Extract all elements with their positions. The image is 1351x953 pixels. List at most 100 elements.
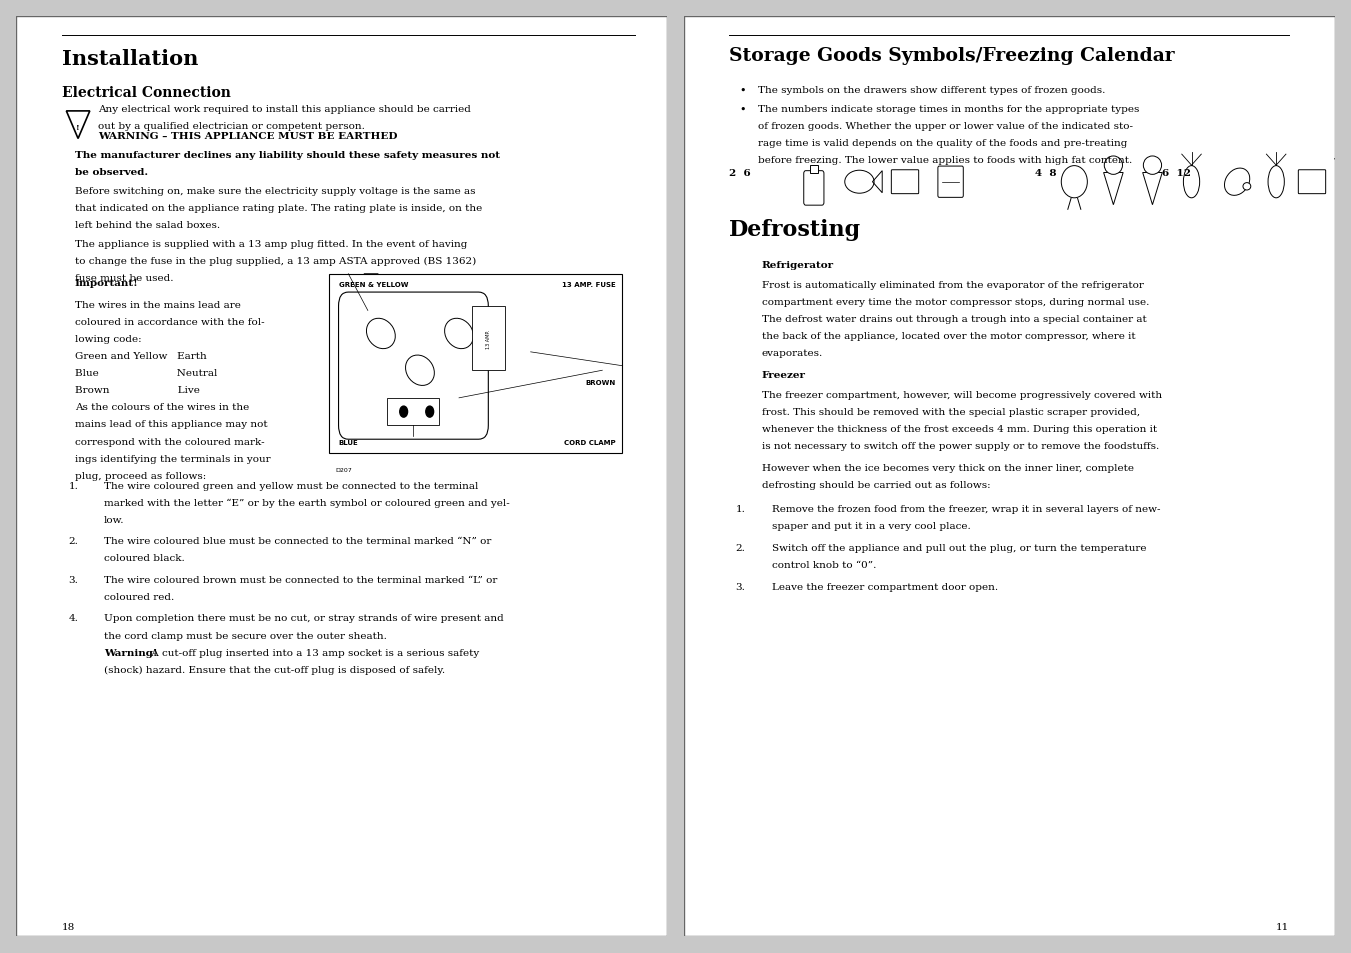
- Text: However when the ice becomes very thick on the inner liner, complete: However when the ice becomes very thick …: [762, 463, 1133, 473]
- Text: before freezing. The lower value applies to foods with high fat content.: before freezing. The lower value applies…: [758, 155, 1132, 165]
- FancyBboxPatch shape: [938, 167, 963, 198]
- Text: 2.: 2.: [736, 543, 746, 553]
- Text: 4  8: 4 8: [1035, 169, 1056, 177]
- Text: The wire coloured blue must be connected to the terminal marked “N” or: The wire coloured blue must be connected…: [104, 537, 492, 546]
- Ellipse shape: [444, 319, 473, 350]
- Ellipse shape: [1183, 167, 1200, 198]
- Text: The numbers indicate storage times in months for the appropriate types: The numbers indicate storage times in mo…: [758, 105, 1140, 113]
- Text: CORD CLAMP: CORD CLAMP: [563, 439, 615, 446]
- Text: 3.: 3.: [69, 576, 78, 584]
- Text: fuse must be used.: fuse must be used.: [74, 274, 173, 282]
- Text: of frozen goods. Whether the upper or lower value of the indicated sto-: of frozen goods. Whether the upper or lo…: [758, 121, 1133, 131]
- Text: 2.: 2.: [69, 537, 78, 546]
- FancyBboxPatch shape: [16, 17, 667, 936]
- Text: Installation: Installation: [62, 50, 199, 70]
- Text: 1.: 1.: [736, 505, 746, 514]
- Text: The defrost water drains out through a trough into a special container at: The defrost water drains out through a t…: [762, 315, 1147, 324]
- Ellipse shape: [1243, 183, 1251, 191]
- Text: 13 AMP.: 13 AMP.: [486, 329, 490, 348]
- Text: 18: 18: [62, 923, 76, 931]
- Text: coloured black.: coloured black.: [104, 554, 185, 562]
- Text: marked with the letter “E” or by the earth symbol or coloured green and yel-: marked with the letter “E” or by the ear…: [104, 498, 509, 507]
- Text: Important!: Important!: [74, 279, 139, 288]
- Ellipse shape: [1062, 167, 1088, 198]
- Text: is not necessary to switch off the power supply or to remove the foodstuffs.: is not necessary to switch off the power…: [762, 442, 1159, 451]
- FancyBboxPatch shape: [1298, 171, 1325, 194]
- Text: lowing code:: lowing code:: [74, 335, 142, 344]
- Text: WARNING – THIS APPLIANCE MUST BE EARTHED: WARNING – THIS APPLIANCE MUST BE EARTHED: [97, 132, 397, 141]
- Ellipse shape: [1336, 169, 1351, 196]
- Ellipse shape: [1104, 157, 1123, 175]
- Ellipse shape: [1224, 169, 1250, 196]
- Text: 6  12: 6 12: [1162, 169, 1192, 177]
- Text: Leave the freezer compartment door open.: Leave the freezer compartment door open.: [771, 582, 997, 591]
- Text: Any electrical work required to install this appliance should be carried: Any electrical work required to install …: [97, 105, 470, 113]
- Text: ings identifying the terminals in your: ings identifying the terminals in your: [74, 454, 270, 463]
- Text: rage time is valid depends on the quality of the foods and pre-treating: rage time is valid depends on the qualit…: [758, 138, 1128, 148]
- Text: Before switching on, make sure the electricity supply voltage is the same as: Before switching on, make sure the elect…: [74, 187, 476, 196]
- Text: control knob to “0”.: control knob to “0”.: [771, 560, 875, 570]
- Text: mains lead of this appliance may not: mains lead of this appliance may not: [74, 420, 267, 429]
- Text: left behind the salad boxes.: left behind the salad boxes.: [74, 221, 220, 230]
- FancyBboxPatch shape: [684, 17, 1335, 936]
- Text: be observed.: be observed.: [74, 168, 149, 176]
- FancyBboxPatch shape: [328, 274, 621, 454]
- Text: the back of the appliance, located over the motor compressor, where it: the back of the appliance, located over …: [762, 332, 1135, 341]
- Text: correspond with the coloured mark-: correspond with the coloured mark-: [74, 437, 265, 446]
- Text: compartment every time the motor compressor stops, during normal use.: compartment every time the motor compres…: [762, 298, 1150, 307]
- Text: The wire coloured brown must be connected to the terminal marked “L” or: The wire coloured brown must be connecte…: [104, 576, 497, 584]
- Text: to change the fuse in the plug supplied, a 13 amp ASTA approved (BS 1362): to change the fuse in the plug supplied,…: [74, 256, 476, 266]
- Text: The wire coloured green and yellow must be connected to the terminal: The wire coloured green and yellow must …: [104, 481, 478, 490]
- Text: Refrigerator: Refrigerator: [762, 260, 834, 270]
- Text: Brown                     Live: Brown Live: [74, 386, 200, 395]
- Text: coloured red.: coloured red.: [104, 592, 174, 601]
- Text: •: •: [739, 86, 746, 96]
- Text: Remove the frozen food from the freezer, wrap it in several layers of new-: Remove the frozen food from the freezer,…: [771, 505, 1161, 514]
- Circle shape: [400, 407, 408, 417]
- FancyBboxPatch shape: [471, 307, 505, 371]
- Text: whenever the thickness of the frost exceeds 4 mm. During this operation it: whenever the thickness of the frost exce…: [762, 425, 1156, 434]
- Text: 13 AMP. FUSE: 13 AMP. FUSE: [562, 282, 615, 288]
- Text: Frost is automatically eliminated from the evaporator of the refrigerator: Frost is automatically eliminated from t…: [762, 281, 1144, 290]
- Text: Electrical Connection: Electrical Connection: [62, 86, 231, 100]
- Text: Green and Yellow   Earth: Green and Yellow Earth: [74, 352, 207, 361]
- Text: Blue                        Neutral: Blue Neutral: [74, 369, 218, 378]
- Text: the cord clamp must be secure over the outer sheath.: the cord clamp must be secure over the o…: [104, 631, 386, 639]
- Text: BROWN: BROWN: [585, 380, 615, 386]
- Text: GREEN & YELLOW: GREEN & YELLOW: [339, 282, 408, 288]
- Text: As the colours of the wires in the: As the colours of the wires in the: [74, 403, 249, 412]
- Text: 4.: 4.: [69, 614, 78, 623]
- Text: low.: low.: [104, 515, 124, 524]
- FancyBboxPatch shape: [339, 293, 488, 439]
- Text: coloured in accordance with the fol-: coloured in accordance with the fol-: [74, 318, 265, 327]
- FancyBboxPatch shape: [388, 398, 439, 426]
- FancyBboxPatch shape: [809, 166, 817, 174]
- Text: A cut-off plug inserted into a 13 amp socket is a serious safety: A cut-off plug inserted into a 13 amp so…: [149, 648, 480, 657]
- Text: that indicated on the appliance rating plate. The rating plate is inside, on the: that indicated on the appliance rating p…: [74, 204, 482, 213]
- Text: 3.: 3.: [736, 582, 746, 591]
- Text: 2  6: 2 6: [730, 169, 751, 177]
- Text: 11: 11: [1275, 923, 1289, 931]
- Text: Switch off the appliance and pull out the plug, or turn the temperature: Switch off the appliance and pull out th…: [771, 543, 1146, 553]
- Text: The symbols on the drawers show different types of frozen goods.: The symbols on the drawers show differen…: [758, 86, 1106, 95]
- Text: D207: D207: [335, 467, 353, 473]
- Text: Defrosting: Defrosting: [730, 219, 862, 241]
- Text: BLUE: BLUE: [339, 439, 358, 446]
- Ellipse shape: [1269, 167, 1285, 198]
- Text: (shock) hazard. Ensure that the cut-off plug is disposed of safely.: (shock) hazard. Ensure that the cut-off …: [104, 665, 446, 674]
- Text: •: •: [739, 105, 746, 114]
- Text: defrosting should be carried out as follows:: defrosting should be carried out as foll…: [762, 480, 990, 490]
- Text: plug, proceed as follows:: plug, proceed as follows:: [74, 471, 207, 480]
- Text: The manufacturer declines any liability should these safety measures not: The manufacturer declines any liability …: [74, 151, 500, 159]
- Ellipse shape: [1143, 157, 1162, 175]
- Ellipse shape: [366, 319, 396, 350]
- Text: 1.: 1.: [69, 481, 78, 490]
- Text: The appliance is supplied with a 13 amp plug fitted. In the event of having: The appliance is supplied with a 13 amp …: [74, 239, 467, 249]
- Text: The freezer compartment, however, will become progressively covered with: The freezer compartment, however, will b…: [762, 391, 1162, 400]
- FancyBboxPatch shape: [804, 172, 824, 206]
- FancyBboxPatch shape: [892, 171, 919, 194]
- Text: Storage Goods Symbols/Freezing Calendar: Storage Goods Symbols/Freezing Calendar: [730, 47, 1175, 65]
- Ellipse shape: [844, 171, 874, 194]
- Circle shape: [426, 407, 434, 417]
- Text: The wires in the mains lead are: The wires in the mains lead are: [74, 301, 240, 310]
